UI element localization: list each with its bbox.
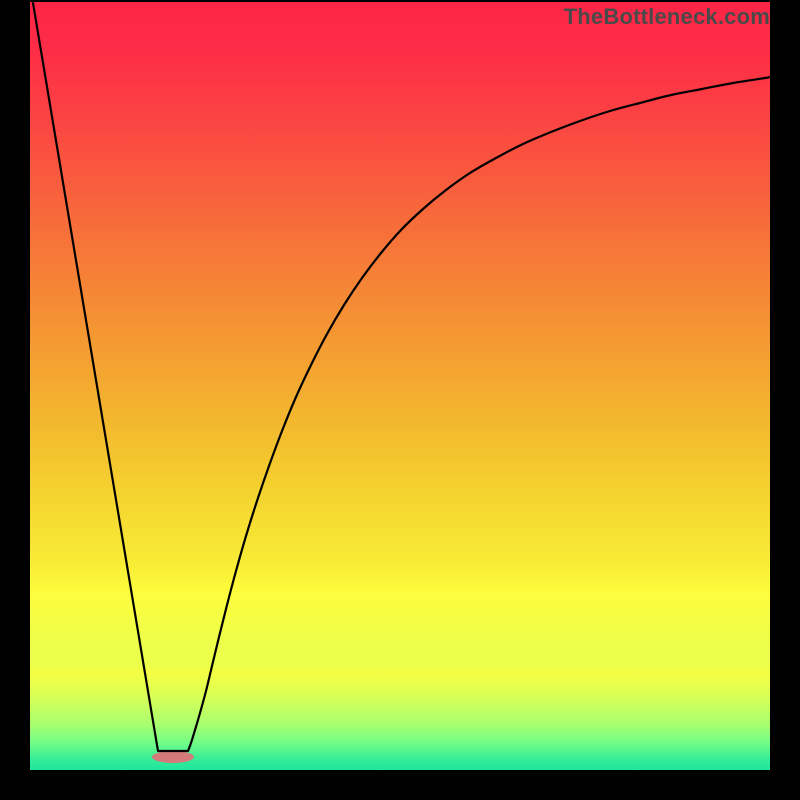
chart-stage: TheBottleneck.com	[0, 0, 800, 800]
watermark-text: TheBottleneck.com	[564, 4, 770, 30]
plot-area	[30, 2, 770, 770]
